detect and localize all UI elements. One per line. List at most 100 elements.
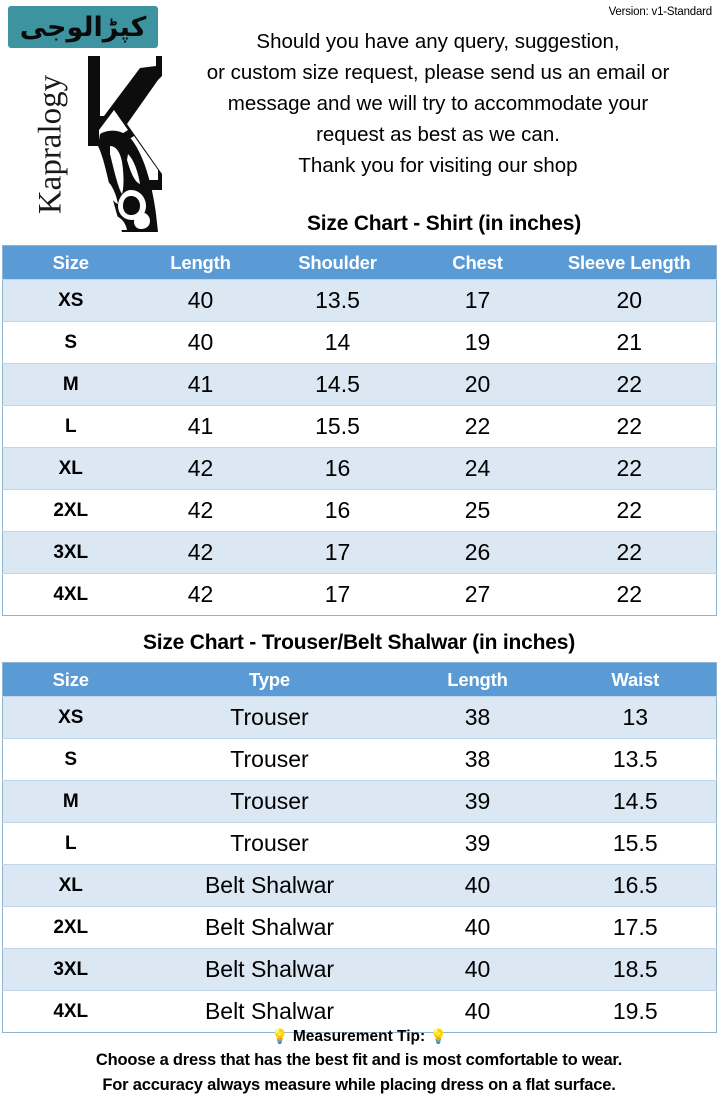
cell-waist: 17.5 (554, 906, 717, 949)
table-row: 3XL 42 17 26 22 (2, 531, 717, 574)
cell-chest: 22 (412, 405, 543, 448)
cell-sleeve-length: 22 (542, 573, 717, 616)
cell-shoulder: 16 (262, 447, 413, 490)
table-row: S Trouser 38 13.5 (2, 738, 717, 781)
table-header-row: Size Length Shoulder Chest Sleeve Length (2, 245, 717, 280)
cell-sleeve-length: 22 (542, 405, 717, 448)
column-header-waist: Waist (554, 662, 717, 697)
column-header-length: Length (138, 245, 263, 280)
brand-urdu-text: کپڑالوجی (19, 11, 147, 43)
cell-shoulder: 17 (262, 573, 413, 616)
cell-size: S (2, 321, 139, 364)
column-header-shoulder: Shoulder (262, 245, 413, 280)
cell-size: XL (2, 447, 139, 490)
tip-heading: 💡 Measurement Tip: 💡 (0, 1026, 718, 1048)
column-header-length: Length (400, 662, 555, 697)
cell-type: Belt Shalwar (138, 864, 401, 907)
cell-size: 4XL (2, 990, 139, 1033)
cell-chest: 19 (412, 321, 543, 364)
cell-size: S (2, 738, 139, 781)
trouser-size-table: Size Type Length Waist XS Trouser 38 13 S Tro… (2, 662, 717, 1033)
intro-line: or custom size request, please send us a… (206, 61, 670, 84)
cell-chest: 20 (412, 363, 543, 406)
intro-line: Thank you for visiting our shop (298, 154, 578, 177)
table-row: XS Trouser 38 13 (2, 696, 717, 739)
cell-waist: 13.5 (554, 738, 717, 781)
cell-type: Trouser (138, 696, 401, 739)
table-row: M Trouser 39 14.5 (2, 780, 717, 823)
cell-size: XL (2, 864, 139, 907)
cell-type: Belt Shalwar (138, 948, 401, 991)
cell-sleeve-length: 22 (542, 363, 717, 406)
cell-length: 38 (400, 696, 555, 739)
column-header-sleeve-length: Sleeve Length (542, 245, 717, 280)
cell-length: 40 (400, 864, 555, 907)
cell-length: 40 (400, 948, 555, 991)
measurement-tip-footer: 💡 Measurement Tip: 💡 Choose a dress that… (0, 1026, 718, 1098)
table-row: M 41 14.5 20 22 (2, 363, 717, 406)
cell-size: 3XL (2, 948, 139, 991)
table-row: XL Belt Shalwar 40 16.5 (2, 864, 717, 907)
cell-waist: 15.5 (554, 822, 717, 865)
cell-chest: 27 (412, 573, 543, 616)
cell-type: Trouser (138, 822, 401, 865)
cell-type: Trouser (138, 780, 401, 823)
table-row: L 41 15.5 22 22 (2, 405, 717, 448)
cell-shoulder: 14 (262, 321, 413, 364)
tip-heading-label: Measurement Tip: (292, 1028, 426, 1045)
table-row: S 40 14 19 21 (2, 321, 717, 364)
table-row: 2XL 42 16 25 22 (2, 489, 717, 532)
cell-length: 41 (138, 405, 263, 448)
cell-type: Belt Shalwar (138, 906, 401, 949)
cell-length: 42 (138, 489, 263, 532)
shirt-chart-title: Size Chart - Shirt (in inches) (306, 212, 582, 235)
cell-waist: 18.5 (554, 948, 717, 991)
cell-length: 40 (138, 321, 263, 364)
cell-length: 40 (400, 990, 555, 1033)
cell-shoulder: 16 (262, 489, 413, 532)
cell-length: 39 (400, 780, 555, 823)
lightbulb-icon: 💡 (429, 1029, 447, 1045)
brand-urdu-badge: کپڑالوجی (8, 6, 158, 48)
cell-waist: 13 (554, 696, 717, 739)
tip-line-1: Choose a dress that has the best fit and… (95, 1051, 623, 1069)
cell-type: Belt Shalwar (138, 990, 401, 1033)
tip-line-2: For accuracy always measure while placin… (102, 1076, 616, 1094)
cell-shoulder: 14.5 (262, 363, 413, 406)
cell-shoulder: 17 (262, 531, 413, 574)
cell-size: 3XL (2, 531, 139, 574)
table-row: L Trouser 39 15.5 (2, 822, 717, 865)
table-row: XL 42 16 24 22 (2, 447, 717, 490)
column-header-size: Size (2, 245, 139, 280)
intro-line: Should you have any query, suggestion, (256, 30, 620, 53)
cell-waist: 16.5 (554, 864, 717, 907)
trouser-chart-title: Size Chart - Trouser/Belt Shalwar (in in… (142, 631, 576, 654)
table-row: 2XL Belt Shalwar 40 17.5 (2, 906, 717, 949)
cell-length: 39 (400, 822, 555, 865)
cell-size: 4XL (2, 573, 139, 616)
shirt-size-table: Size Length Shoulder Chest Sleeve Length… (2, 245, 717, 616)
cell-size: XS (2, 279, 139, 322)
table-row: 4XL 42 17 27 22 (2, 573, 717, 616)
cell-chest: 25 (412, 489, 543, 532)
cell-length: 38 (400, 738, 555, 781)
cell-chest: 17 (412, 279, 543, 322)
column-header-chest: Chest (412, 245, 543, 280)
cell-shoulder: 13.5 (262, 279, 413, 322)
cell-size: 2XL (2, 489, 139, 532)
cell-sleeve-length: 22 (542, 447, 717, 490)
brand-wordmark: Kapralogy (32, 74, 69, 215)
cell-size: XS (2, 696, 139, 739)
version-label: Version: v1-Standard (608, 6, 713, 18)
intro-message: Should you have any query, suggestion, o… (162, 26, 714, 181)
cell-length: 40 (138, 279, 263, 322)
intro-line: message and we will try to accommodate y… (227, 92, 649, 115)
cell-length: 40 (400, 906, 555, 949)
cell-length: 42 (138, 447, 263, 490)
cell-length: 42 (138, 573, 263, 616)
table-row: XS 40 13.5 17 20 (2, 279, 717, 322)
cell-chest: 26 (412, 531, 543, 574)
table-row: 3XL Belt Shalwar 40 18.5 (2, 948, 717, 991)
cell-sleeve-length: 22 (542, 489, 717, 532)
cell-size: L (2, 405, 139, 448)
